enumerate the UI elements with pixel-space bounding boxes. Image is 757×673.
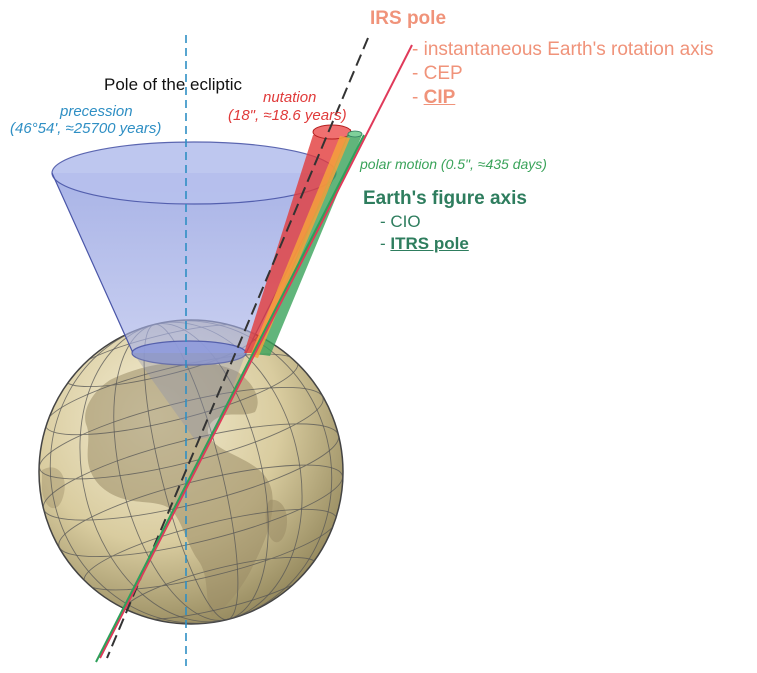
figure-axis-item-cio: - CIO	[380, 212, 421, 231]
itrs-pole-link[interactable]: ITRS pole	[390, 234, 469, 253]
nutation-label: nutation	[263, 89, 317, 106]
irs-pole-heading: IRS pole	[370, 8, 447, 29]
itrs-dash: -	[380, 234, 391, 253]
ecliptic-pole-title: Pole of the ecliptic	[104, 75, 242, 94]
figure-axis-heading: Earth's figure axis	[363, 188, 527, 209]
irs-item-rotation-axis: - instantaneous Earth's rotation axis	[412, 39, 714, 60]
irs-item-cip: - CIP	[412, 87, 455, 109]
cip-band	[250, 136, 350, 358]
cone-left-edge	[51, 172, 134, 354]
nutation-top-ellipse	[312, 124, 352, 140]
precession-label: precession	[60, 103, 133, 120]
figure-axis-line	[95, 134, 365, 663]
irs-pole-axis	[99, 44, 413, 659]
cone-top-ellipse	[51, 141, 337, 205]
irs-item-cep: - CEP	[412, 63, 463, 84]
polar-motion-label: polar motion (0.5", ≈435 days)	[360, 156, 547, 172]
cone-shadow	[133, 353, 246, 440]
polar-motion-top-ellipse	[347, 130, 363, 138]
precession-detail: (46°54', ≈25700 years)	[10, 120, 162, 137]
cip-dash: -	[412, 87, 424, 108]
figure-axis-item-itrs: - ITRS pole	[380, 234, 469, 254]
nutation-detail: (18", ≈18.6 years)	[228, 107, 347, 124]
cip-link[interactable]: CIP	[423, 87, 456, 108]
